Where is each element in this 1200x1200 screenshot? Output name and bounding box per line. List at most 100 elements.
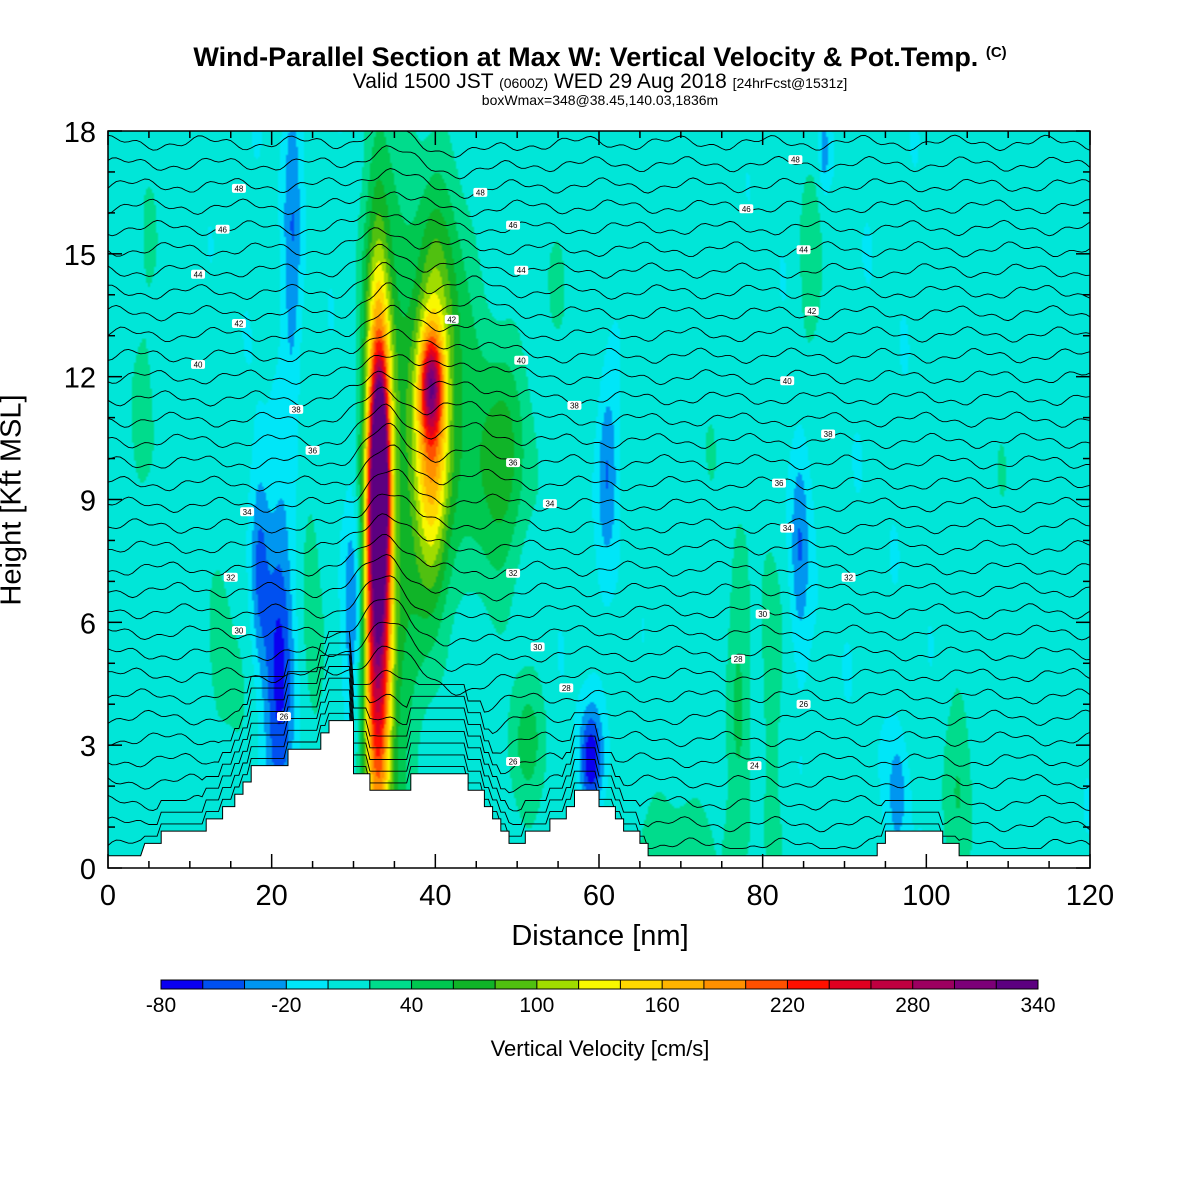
chart-subtitle: Valid 1500 JST (0600Z) WED 29 Aug 2018 […	[0, 70, 1200, 94]
y-tick-label: 12	[64, 363, 96, 395]
x-tick-label: 80	[747, 880, 779, 912]
svg-text:26: 26	[279, 713, 288, 722]
svg-text:42: 42	[234, 319, 243, 328]
theta-label: 30	[755, 609, 770, 619]
theta-label: 46	[506, 220, 521, 230]
theta-contour	[108, 370, 1090, 407]
colorbar-swatch	[369, 980, 413, 989]
y-tick-label: 3	[80, 731, 96, 763]
theta-label: 26	[796, 699, 811, 709]
theta-label: 30	[530, 642, 545, 652]
theta-label: 34	[542, 499, 557, 509]
colorbar-swatch	[411, 980, 454, 989]
svg-text:42: 42	[807, 307, 816, 316]
vertical-velocity-field	[108, 131, 1090, 868]
svg-text:40: 40	[783, 377, 792, 386]
colorbar-tick-label: 100	[519, 994, 554, 1017]
theta-contour	[108, 554, 1090, 602]
svg-text:38: 38	[292, 405, 301, 414]
colorbar-swatch	[328, 980, 371, 989]
colorbar-tick-label: 160	[645, 994, 680, 1017]
x-tick-label: 120	[1066, 880, 1114, 912]
theta-label: 42	[444, 314, 459, 324]
terrain-profile	[107, 720, 1091, 869]
theta-label: 36	[506, 458, 521, 468]
theta-label: 42	[804, 306, 819, 316]
theta-label: 48	[231, 183, 246, 193]
y-tick-label: 6	[80, 608, 96, 640]
chart-title-text: Wind-Parallel Section at Max W: Vertical…	[193, 42, 979, 72]
theta-label: 36	[305, 445, 320, 455]
svg-text:28: 28	[734, 655, 743, 664]
theta-contour	[108, 621, 1090, 672]
svg-text:34: 34	[545, 500, 554, 509]
theta-label: 28	[731, 654, 746, 664]
x-tick-label: 40	[419, 880, 451, 912]
theta-contour	[108, 403, 1090, 450]
theta-contour	[108, 598, 1090, 647]
colorbar-swatch	[286, 980, 329, 989]
theta-label: 40	[780, 376, 795, 386]
colorbar-swatch	[703, 980, 747, 989]
svg-text:46: 46	[742, 205, 751, 214]
theta-label: 28	[559, 683, 574, 693]
colorbar-label: Vertical Velocity [cm/s]	[490, 1036, 710, 1061]
colorbar-tick-label: 40	[400, 994, 423, 1017]
svg-text:44: 44	[194, 270, 203, 279]
svg-text:32: 32	[509, 569, 518, 578]
theta-label: 44	[514, 265, 529, 275]
colorbar-swatch	[202, 980, 246, 989]
theta-contour	[108, 677, 1090, 794]
svg-text:30: 30	[758, 610, 767, 619]
y-tick-label: 15	[64, 240, 96, 272]
svg-text:40: 40	[194, 360, 203, 369]
y-tick-label: 0	[80, 854, 96, 886]
theta-label: 44	[796, 245, 811, 255]
theta-contour	[108, 304, 1090, 343]
theta-contour	[108, 689, 1090, 812]
colorbar-swatch	[912, 980, 955, 989]
colorbar-swatch	[745, 980, 788, 989]
theta-contour	[108, 630, 1090, 713]
svg-text:42: 42	[447, 315, 456, 324]
chart-title-mark: (C)	[985, 44, 1007, 61]
x-tick-label: 20	[256, 880, 288, 912]
theta-contour	[108, 243, 1090, 279]
svg-text:36: 36	[308, 446, 317, 455]
colorbar-swatch	[495, 980, 538, 989]
theta-contour	[108, 666, 1090, 775]
theta-contour	[108, 468, 1090, 513]
x-tick-label: 100	[902, 880, 950, 912]
theta-contour	[108, 282, 1090, 322]
colorbar-swatch	[578, 980, 621, 989]
colorbar-frame	[160, 979, 1039, 990]
theta-label: 42	[231, 318, 246, 328]
theta-label: 36	[772, 478, 787, 488]
theta-label: 26	[276, 712, 291, 722]
colorbar-swatch	[829, 980, 872, 989]
theta-contour	[108, 642, 1090, 735]
colorbar-tick-label: 220	[770, 994, 805, 1017]
colorbar-swatch	[787, 980, 830, 989]
potential-temperature-contours	[108, 131, 1090, 849]
theta-contour	[108, 168, 1090, 199]
theta-label: 30	[231, 626, 246, 636]
svg-text:40: 40	[517, 356, 526, 365]
theta-contour	[108, 386, 1090, 428]
colorbar-swatch	[161, 980, 204, 989]
theta-contour	[108, 354, 1090, 386]
theta-label: 38	[567, 400, 582, 410]
theta-label: 24	[747, 761, 762, 771]
colorbar-swatch	[996, 980, 1039, 989]
svg-text:24: 24	[750, 762, 759, 771]
theta-contour	[108, 513, 1090, 556]
colorbar-swatch	[870, 980, 914, 989]
theta-contour	[108, 654, 1090, 754]
svg-text:34: 34	[783, 524, 792, 533]
theta-contour	[108, 422, 1090, 471]
valid-time: Valid 1500 JST	[352, 70, 494, 93]
theta-contour	[108, 575, 1090, 623]
theta-contour	[108, 493, 1090, 535]
